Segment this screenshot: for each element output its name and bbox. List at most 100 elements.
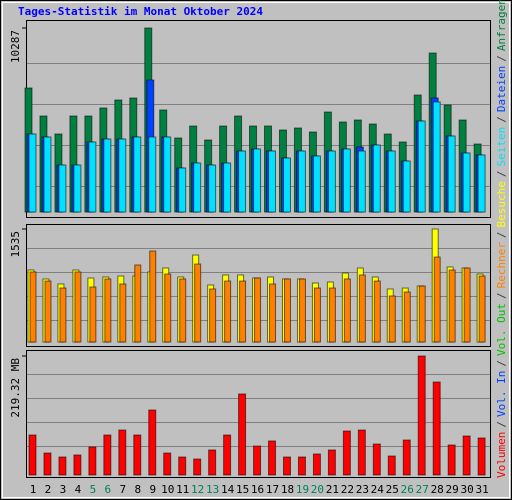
bar <box>148 136 157 213</box>
bar <box>477 437 486 476</box>
bar <box>178 167 187 213</box>
bar <box>73 164 82 213</box>
x-tick-label: 5 <box>90 483 97 496</box>
bar <box>164 273 172 343</box>
bar <box>477 154 486 213</box>
bar <box>387 150 396 213</box>
x-tick-label: 22 <box>341 483 354 496</box>
bar <box>43 136 52 213</box>
bar <box>402 160 411 213</box>
x-tick-label: 9 <box>149 483 156 496</box>
bar <box>269 283 277 343</box>
bar <box>447 444 456 476</box>
x-tick-label: 11 <box>176 483 189 496</box>
x-tick-label: 29 <box>446 483 459 496</box>
x-tick-label: 6 <box>105 483 112 496</box>
bar <box>357 150 366 213</box>
bar <box>432 381 441 476</box>
bar <box>208 164 217 213</box>
x-tick-label: 28 <box>431 483 444 496</box>
x-tick-label: 13 <box>206 483 219 496</box>
legend: Volumen / Vol. In / Vol. Out / Rechner / Besuche… <box>495 0 508 478</box>
x-tick-label: 25 <box>386 483 399 496</box>
bar <box>133 434 142 476</box>
bar <box>119 283 127 343</box>
bar <box>178 456 187 476</box>
x-tick-label: 21 <box>326 483 339 496</box>
bar <box>163 452 172 476</box>
chart-title: Tages-Statistik im Monat Oktober 2024 <box>18 5 263 18</box>
bar <box>238 393 247 476</box>
bar <box>358 274 366 343</box>
bar <box>448 269 456 343</box>
bar <box>104 278 112 343</box>
x-tick-label: 23 <box>356 483 369 496</box>
x-tick-label: 20 <box>311 483 324 496</box>
bar <box>223 434 232 476</box>
x-tick-label: 19 <box>296 483 309 496</box>
bar <box>224 280 232 343</box>
bar <box>88 141 97 213</box>
legend-separator: / <box>495 360 508 367</box>
bar <box>238 150 247 213</box>
bar <box>44 280 52 343</box>
y-tick-label: 219.32 MB <box>9 358 22 418</box>
x-tick-label: 8 <box>134 483 141 496</box>
x-tick-label: 15 <box>236 483 249 496</box>
bar <box>193 162 202 213</box>
x-tick-label: 26 <box>401 483 414 496</box>
bar <box>58 456 67 476</box>
bar <box>193 458 202 476</box>
bar <box>298 278 306 343</box>
x-tick-label: 16 <box>251 483 264 496</box>
bar <box>28 133 37 213</box>
legend-separator: / <box>495 421 508 428</box>
bar <box>163 136 172 213</box>
bar <box>327 150 336 213</box>
legend-item: Vol. Out <box>495 303 508 356</box>
bar <box>402 439 411 476</box>
bar <box>447 135 456 213</box>
bar <box>253 148 262 213</box>
bar <box>89 286 97 343</box>
bar <box>433 256 441 343</box>
bar <box>179 278 187 343</box>
bar <box>88 446 97 476</box>
bar <box>357 429 366 476</box>
x-tick-label: 18 <box>281 483 294 496</box>
legend-separator: / <box>495 116 508 123</box>
bar <box>73 454 82 476</box>
bar <box>328 287 336 343</box>
bar <box>149 250 157 343</box>
bar <box>268 150 277 213</box>
bar <box>118 429 127 476</box>
x-tick-label: 31 <box>475 483 488 496</box>
y-tick-label: 10287 <box>9 30 22 63</box>
bar <box>462 152 471 213</box>
legend-separator: / <box>495 170 508 177</box>
bar <box>59 287 67 343</box>
bar <box>297 456 306 476</box>
legend-item: Dateien <box>495 66 508 112</box>
legend-item: Volumen <box>495 432 508 478</box>
bar <box>478 275 486 343</box>
bar <box>343 278 351 343</box>
bar <box>253 445 262 476</box>
x-tick-label: 1 <box>30 483 37 496</box>
bar <box>208 449 217 476</box>
bar <box>342 430 351 476</box>
legend-item: Vol. In <box>495 371 508 417</box>
bar <box>268 440 277 476</box>
legend-item: Besuche <box>495 181 508 227</box>
bar <box>29 271 37 343</box>
bar <box>28 434 37 476</box>
legend-separator: / <box>495 231 508 238</box>
bar <box>462 435 471 476</box>
x-tick-label: 2 <box>45 483 52 496</box>
x-tick-label: 30 <box>461 483 474 496</box>
bar <box>282 157 291 213</box>
bar <box>103 434 112 476</box>
bar <box>209 288 217 343</box>
